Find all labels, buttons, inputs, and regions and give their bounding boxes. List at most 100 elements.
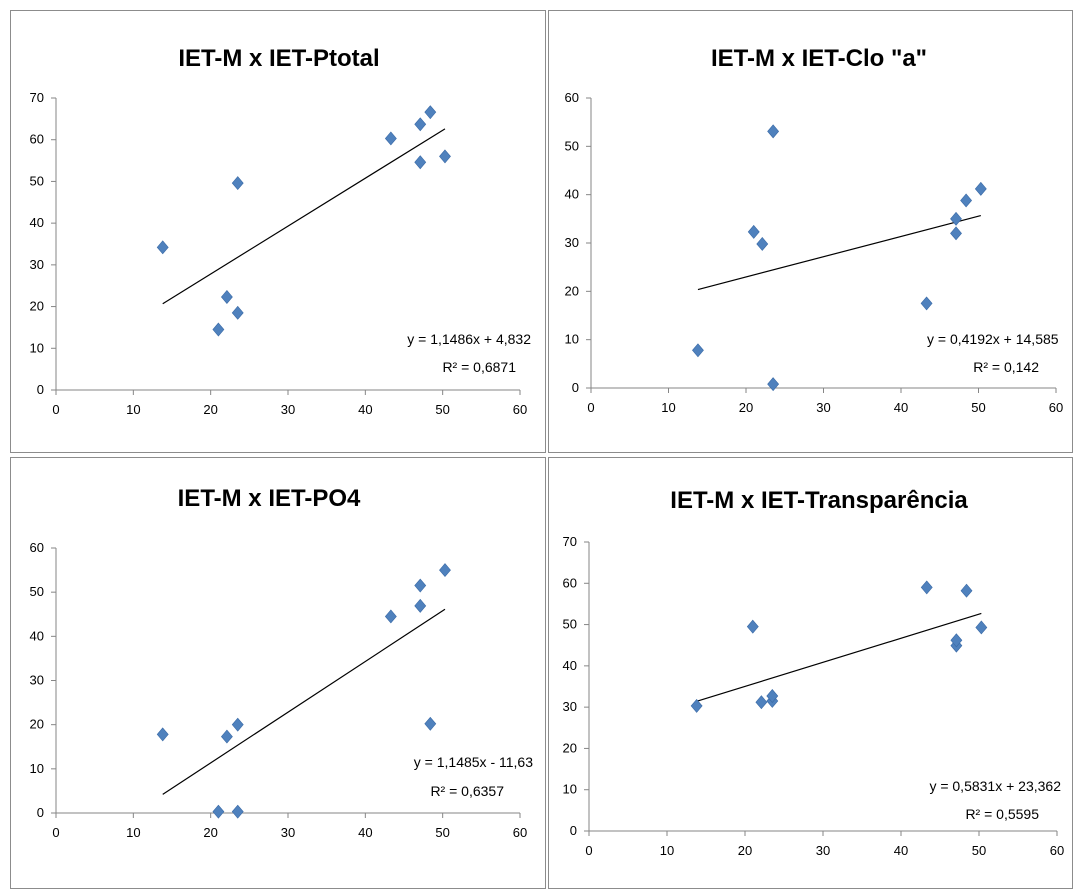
x-tick-label: 40 <box>358 402 372 417</box>
x-tick-label: 20 <box>203 402 217 417</box>
x-tick-label: 60 <box>513 825 527 840</box>
data-point <box>212 322 225 337</box>
data-point <box>767 377 780 392</box>
y-tick-label: 60 <box>563 575 577 590</box>
y-tick-label: 70 <box>30 90 44 105</box>
r-squared-label: R² = 0,6871 <box>442 359 516 375</box>
x-tick-label: 0 <box>585 843 592 858</box>
y-tick-label: 50 <box>30 584 44 599</box>
y-tick-label: 40 <box>563 658 577 673</box>
data-point <box>414 155 427 170</box>
y-tick-label: 50 <box>30 173 44 188</box>
chart-panel-ptotal: IET-M x IET-Ptotal 0 10 20 30 40 50 60 70 0 10 20 3… <box>10 10 546 453</box>
x-tick-label: 50 <box>435 402 449 417</box>
x-tick-label: 40 <box>894 843 908 858</box>
data-point <box>424 716 437 731</box>
plot-area: 0 10 20 30 40 50 60 0 10 20 30 40 50 60 <box>30 540 528 840</box>
plot-area: 0 10 20 30 40 50 60 70 0 10 20 30 40 50 60 <box>563 534 1065 858</box>
x-tick-label: 30 <box>816 843 830 858</box>
y-tick-label: 60 <box>565 90 579 105</box>
x-tick-label: 60 <box>1049 400 1063 415</box>
data-point <box>690 698 703 713</box>
data-point <box>439 563 451 578</box>
y-tick-label: 0 <box>37 805 44 820</box>
x-tick-label: 50 <box>971 400 985 415</box>
y-tick-label: 60 <box>30 132 44 147</box>
x-tick-label: 0 <box>52 825 59 840</box>
chart-svg-transparencia: IET-M x IET-Transparência 0 10 20 30 40 50 60 7… <box>563 487 1065 858</box>
r-squared-label: R² = 0,142 <box>973 359 1039 375</box>
data-point <box>950 226 962 241</box>
y-tick-label: 20 <box>563 740 577 755</box>
y-tick-label: 40 <box>30 215 44 230</box>
y-tick-label: 20 <box>30 299 44 314</box>
data-point <box>974 181 987 196</box>
trendline-equation: y = 1,1485x - 11,63 <box>414 754 533 770</box>
y-tick-label: 0 <box>37 382 44 397</box>
y-tick-label: 30 <box>563 699 577 714</box>
data-point <box>220 729 233 744</box>
x-tick-label: 0 <box>587 400 594 415</box>
data-point <box>950 211 962 226</box>
y-tick-label: 60 <box>30 540 44 555</box>
x-tick-label: 10 <box>660 843 674 858</box>
y-tick-label: 10 <box>30 340 44 355</box>
y-tick-label: 10 <box>30 761 44 776</box>
x-tick-label: 20 <box>738 843 752 858</box>
y-tick-label: 0 <box>572 380 579 395</box>
y-tick-label: 20 <box>30 717 44 732</box>
chart-panel-transparencia: IET-M x IET-Transparência 0 10 20 30 40 50 60 7… <box>548 457 1073 889</box>
data-point <box>920 580 933 595</box>
x-tick-label: 40 <box>358 825 372 840</box>
x-tick-label: 30 <box>281 402 295 417</box>
y-tick-label: 30 <box>30 257 44 272</box>
x-tick-label: 0 <box>52 402 59 417</box>
r-squared-label: R² = 0,6357 <box>430 783 504 799</box>
trendline-equation: y = 0,4192x + 14,585 <box>927 331 1059 347</box>
data-point <box>384 609 397 624</box>
data-point <box>231 305 244 320</box>
y-tick-label: 30 <box>565 235 579 250</box>
data-point <box>384 131 397 146</box>
y-tick-label: 10 <box>563 782 577 797</box>
y-tick-label: 40 <box>565 187 579 202</box>
trendline <box>162 128 446 305</box>
data-point <box>231 176 244 191</box>
x-tick-label: 10 <box>126 402 140 417</box>
data-point <box>414 598 427 613</box>
data-point <box>156 240 169 255</box>
chart-svg-ptotal: IET-M x IET-Ptotal 0 10 20 30 40 50 60 70 0 10 20 3… <box>30 45 532 417</box>
data-point <box>424 105 437 120</box>
trendline-equation: y = 0,5831x + 23,362 <box>929 778 1061 794</box>
data-point <box>414 117 427 132</box>
data-point <box>975 620 988 635</box>
y-tick-label: 40 <box>30 628 44 643</box>
data-point <box>156 727 169 742</box>
x-tick-label: 40 <box>894 400 908 415</box>
data-point <box>231 804 244 819</box>
trendline <box>697 215 981 291</box>
data-point <box>231 717 244 732</box>
y-tick-label: 70 <box>563 534 577 549</box>
y-tick-label: 0 <box>570 823 577 838</box>
y-tick-label: 20 <box>565 283 579 298</box>
plot-area: 0 10 20 30 40 50 60 0 10 20 30 40 50 60 <box>565 90 1064 415</box>
data-point <box>756 237 769 251</box>
x-tick-label: 20 <box>203 825 217 840</box>
x-tick-label: 30 <box>281 825 295 840</box>
chart-svg-clo-a: IET-M x IET-Clo "a" 0 10 20 30 40 50 60 0 10 20 30… <box>565 45 1064 415</box>
data-point <box>692 343 704 358</box>
x-tick-label: 20 <box>739 400 753 415</box>
plot-area: 0 10 20 30 40 50 60 70 0 10 20 30 40 50 60 <box>30 90 528 417</box>
trendline <box>696 612 982 702</box>
y-tick-label: 50 <box>563 617 577 632</box>
data-point <box>920 296 933 311</box>
y-tick-label: 10 <box>565 332 579 347</box>
x-tick-label: 30 <box>816 400 830 415</box>
x-tick-label: 50 <box>435 825 449 840</box>
trendline-equation: y = 1,1486x + 4,832 <box>407 331 531 347</box>
x-tick-label: 60 <box>513 402 527 417</box>
chart-svg-po4: IET-M x IET-PO4 0 10 20 30 40 50 60 0 10 20 30 40 50… <box>30 485 534 840</box>
x-tick-label: 60 <box>1050 843 1064 858</box>
data-point <box>220 290 233 304</box>
